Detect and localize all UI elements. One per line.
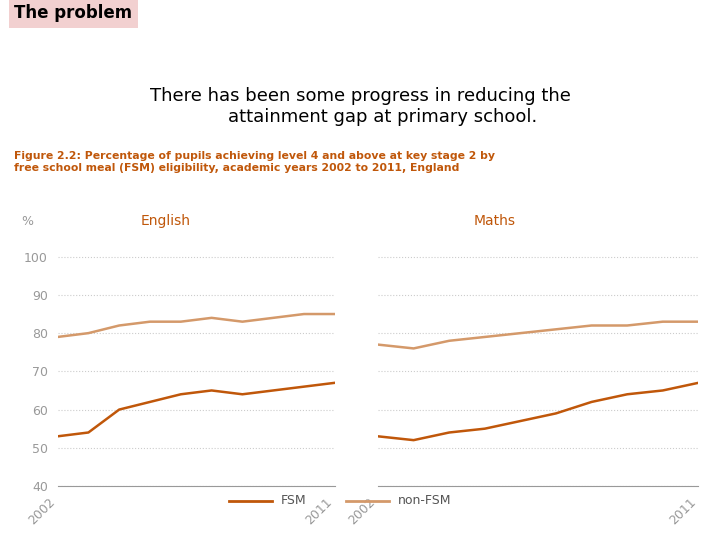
Text: %: %	[22, 215, 34, 228]
Text: FSM: FSM	[281, 494, 307, 508]
Text: Maths: Maths	[474, 214, 516, 228]
Text: Figure 2.2: Percentage of pupils achieving level 4 and above at key stage 2 by
f: Figure 2.2: Percentage of pupils achievi…	[14, 151, 495, 173]
Text: There has been some progress in reducing the
        attainment gap at primary s: There has been some progress in reducing…	[150, 87, 570, 126]
Text: The problem: The problem	[14, 4, 132, 22]
Text: non-FSM: non-FSM	[397, 494, 451, 508]
Text: English: English	[141, 214, 191, 228]
